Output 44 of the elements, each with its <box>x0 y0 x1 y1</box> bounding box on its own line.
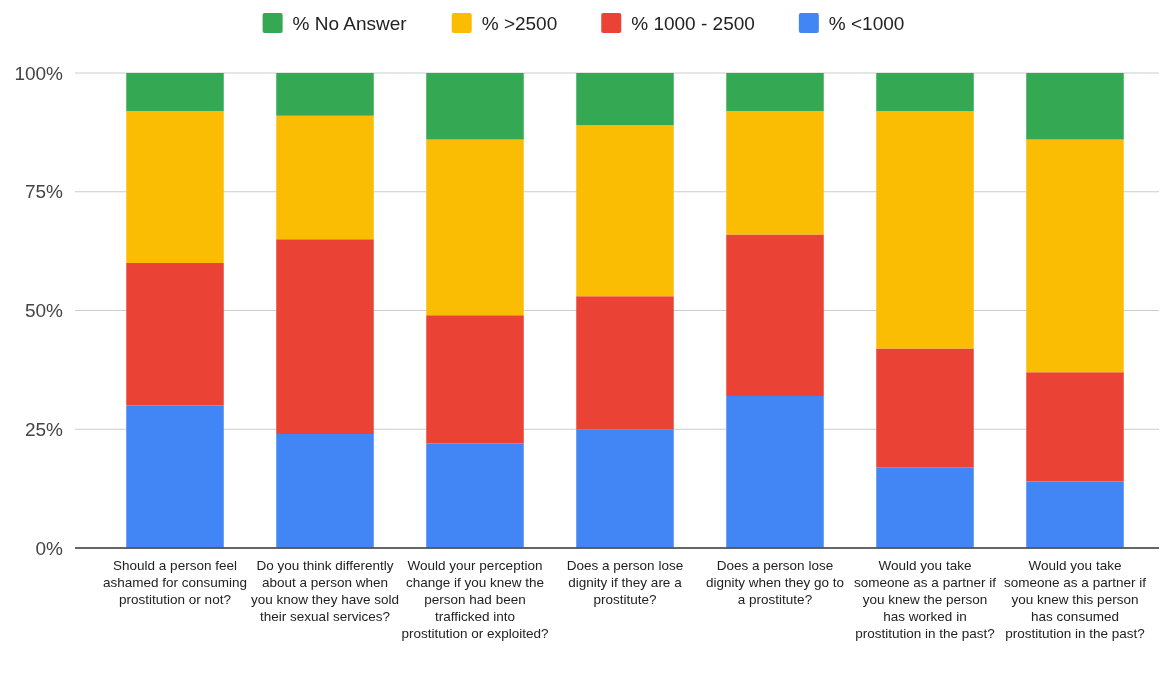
y-tick-label: 75% <box>24 181 64 203</box>
legend-label: % No Answer <box>292 12 408 34</box>
bar <box>726 234 824 396</box>
bar <box>126 111 224 263</box>
y-tick-label: 100% <box>14 62 64 84</box>
bar <box>576 429 674 548</box>
bar <box>726 396 824 548</box>
bar <box>726 111 824 235</box>
bar <box>876 111 974 349</box>
bar <box>126 263 224 406</box>
bar <box>576 296 674 430</box>
x-tick-label: Would you take someone as a partner if you knew this person has consumed prostitution in the past? <box>1004 558 1147 641</box>
bar <box>426 73 524 140</box>
bar <box>1026 139 1124 373</box>
x-tick-label: Do you think differently about a person when you know they have sold their sexual services? <box>251 558 399 624</box>
bar <box>1026 372 1124 482</box>
x-tick-label: Does a person lose dignity if they are a prostitute? <box>566 558 684 607</box>
bar <box>726 73 824 111</box>
x-tick-label: Would you take someone as a partner if you knew the person has worked in prostitution in the past? <box>854 558 997 641</box>
bar <box>126 73 224 111</box>
bar <box>276 434 374 548</box>
x-tick-label: Should a person feel ashamed for consuming prostitution or not? <box>102 558 248 607</box>
bar <box>876 73 974 111</box>
bar <box>876 467 974 548</box>
bar <box>276 115 374 240</box>
x-tick-label: Does a person lose dignity when they go to a prostitute? <box>705 558 845 607</box>
bar <box>426 443 524 548</box>
bar <box>126 405 224 548</box>
legend-label: % 1000 - 2500 <box>631 12 755 34</box>
legend-label: % <1000 <box>828 12 905 34</box>
legend-label: % >2500 <box>481 12 558 34</box>
x-tick-label: Would your perception change if you knew the person had been trafficked into prostitution or exploited? <box>401 558 549 641</box>
bar <box>276 73 374 116</box>
bar <box>1026 481 1124 548</box>
y-tick-label: 0% <box>35 537 64 559</box>
bar <box>1026 73 1124 140</box>
y-tick-label: 25% <box>24 418 64 440</box>
bar <box>576 73 674 126</box>
bar <box>576 125 674 297</box>
bar <box>426 315 524 444</box>
bar <box>276 239 374 434</box>
y-tick-label: 50% <box>24 300 64 322</box>
bar <box>876 348 974 468</box>
bar <box>426 139 524 316</box>
